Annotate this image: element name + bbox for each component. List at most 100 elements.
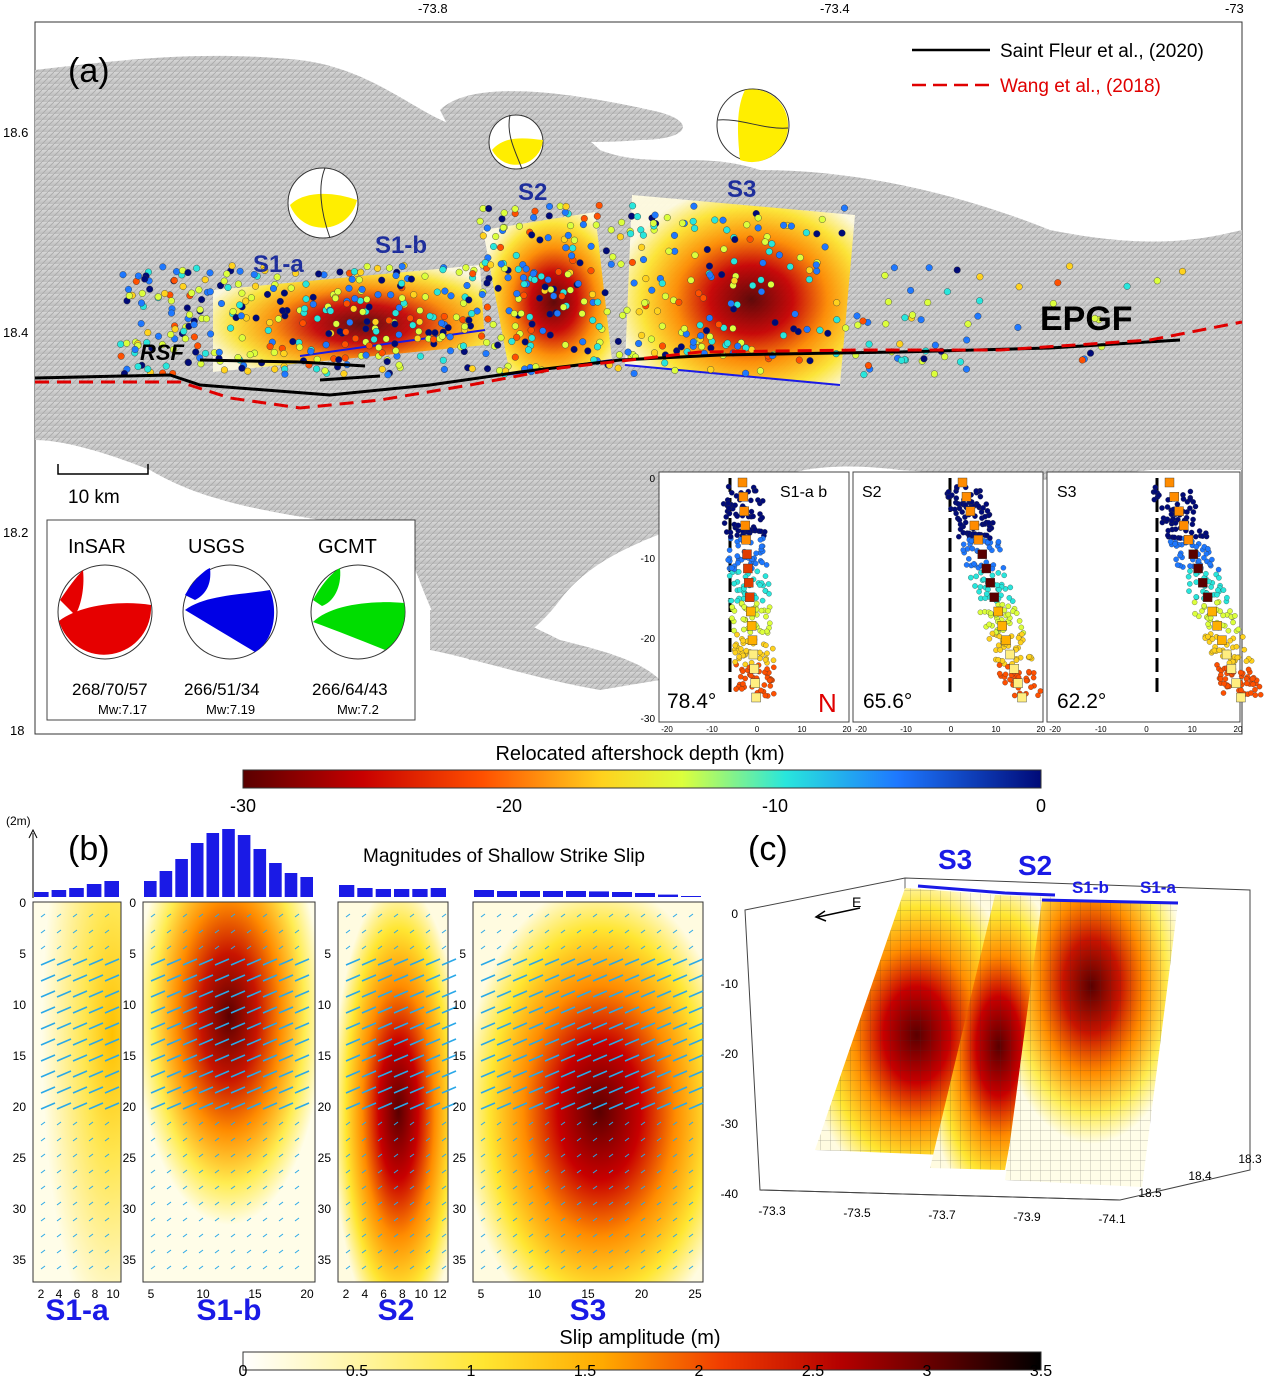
profile-slip-square bbox=[1221, 649, 1232, 660]
slip-vector bbox=[214, 1137, 220, 1142]
profile-slip-square bbox=[1217, 635, 1227, 645]
slip-vector bbox=[496, 1153, 502, 1158]
slip-vector bbox=[656, 1054, 672, 1062]
slip-vector bbox=[40, 1038, 56, 1046]
depth-tick: 35 bbox=[123, 1253, 137, 1267]
aftershock-dot bbox=[696, 321, 704, 329]
slip-vector bbox=[262, 1022, 278, 1030]
aftershock-dot bbox=[494, 284, 502, 292]
aftershock-dot bbox=[838, 229, 846, 237]
slip-vector bbox=[512, 1169, 518, 1174]
aftershock-dot bbox=[374, 291, 382, 299]
aftershock-dot bbox=[440, 365, 448, 373]
slip-vector bbox=[361, 1070, 377, 1078]
slip-vector bbox=[393, 1086, 409, 1094]
aftershock-dot bbox=[415, 327, 423, 335]
profile-aftershock-dot bbox=[1249, 675, 1256, 682]
slip-vector bbox=[88, 1153, 94, 1158]
aftershock-dot bbox=[536, 236, 544, 244]
aftershock-dot bbox=[440, 313, 448, 321]
histogram-scale-arrow bbox=[28, 828, 38, 839]
profile-aftershock-dot bbox=[1205, 633, 1211, 640]
aftershock-dot bbox=[492, 232, 500, 240]
slip-vector bbox=[294, 1169, 300, 1174]
lon-tick: -73 bbox=[1225, 1, 1244, 16]
slip-vector bbox=[150, 1137, 156, 1142]
aftershock-dot bbox=[508, 337, 516, 345]
aftershock-dot bbox=[342, 328, 350, 336]
histogram-bar bbox=[681, 896, 701, 897]
slip-vector bbox=[88, 1054, 104, 1062]
aftershock-dot bbox=[504, 274, 512, 282]
slip-vector bbox=[512, 1153, 518, 1158]
slip-vector bbox=[544, 913, 550, 918]
aftershock-dot bbox=[901, 314, 909, 322]
aftershock-dot bbox=[794, 328, 802, 336]
profile-slip-square bbox=[1005, 649, 1015, 660]
slip-vector bbox=[624, 990, 640, 998]
slip-vector bbox=[560, 1038, 576, 1046]
aftershock-dot bbox=[421, 293, 429, 301]
profile-label-s1: S1-a b bbox=[780, 484, 827, 501]
profile-aftershock-dot bbox=[729, 604, 735, 610]
aftershock-dot bbox=[615, 351, 623, 359]
profile-slip-square bbox=[1226, 664, 1237, 674]
profile-aftershock-dot bbox=[985, 519, 992, 526]
profile-aftershock-dot bbox=[734, 532, 740, 538]
slip-vector bbox=[246, 945, 252, 950]
slip-vector bbox=[672, 1217, 678, 1222]
aftershock-dot bbox=[498, 215, 506, 223]
aftershock-dot bbox=[607, 260, 615, 268]
profile-aftershock-dot bbox=[980, 505, 986, 511]
slip-vector bbox=[608, 1006, 624, 1014]
slip-vector bbox=[393, 929, 399, 934]
histogram-bar bbox=[543, 891, 563, 897]
profile-aftershock-dot bbox=[1203, 530, 1209, 536]
aftershock-dot bbox=[279, 307, 287, 315]
slip-vector bbox=[560, 1102, 576, 1110]
aftershock-dot bbox=[630, 279, 638, 287]
slip-vector bbox=[345, 1137, 351, 1142]
slip-vector bbox=[166, 1201, 172, 1206]
profile-aftershock-dot bbox=[987, 535, 993, 541]
slip-vector bbox=[656, 1265, 662, 1270]
aftershock-dot bbox=[528, 334, 536, 342]
aftershock-dot bbox=[742, 344, 750, 352]
aftershock-dot bbox=[134, 363, 142, 371]
aftershock-dot bbox=[617, 260, 625, 268]
slip-vector bbox=[88, 945, 94, 950]
slip-vector bbox=[480, 913, 486, 918]
slip-vector bbox=[640, 1137, 646, 1142]
slip-vector bbox=[441, 913, 447, 918]
profile-aftershock-dot bbox=[1221, 680, 1227, 687]
panel-c: (c) S3 S2 S1-b S1-a E 0-10-20-30-40-73.3… bbox=[721, 830, 1262, 1226]
aftershock-dot bbox=[1178, 267, 1186, 275]
profile-slip-square bbox=[740, 520, 750, 531]
slip-vector bbox=[592, 1153, 598, 1158]
aftershock-dot bbox=[125, 292, 133, 300]
slip-vector bbox=[345, 1265, 351, 1270]
profile-aftershock-dot bbox=[997, 546, 1003, 553]
slip-vector bbox=[182, 1137, 188, 1142]
profile-aftershock-dot bbox=[955, 501, 962, 507]
slip-vector bbox=[278, 1121, 284, 1126]
aftershock-dot bbox=[439, 356, 447, 364]
profile-y-tick: -10 bbox=[641, 554, 656, 565]
histogram-bar bbox=[589, 891, 609, 897]
slip-vector bbox=[688, 1249, 694, 1254]
aftershock-dot bbox=[146, 285, 154, 293]
profile-aftershock-dot bbox=[1019, 631, 1025, 638]
slip-vector bbox=[624, 913, 630, 918]
slip-plane-s3 bbox=[625, 195, 855, 385]
aftershock-dot bbox=[302, 280, 310, 288]
aftershock-dot bbox=[190, 321, 198, 329]
profile-aftershock-dot bbox=[728, 597, 735, 604]
aftershock-dot bbox=[483, 279, 491, 287]
depth-tick: 15 bbox=[123, 1049, 137, 1063]
slip-vector bbox=[393, 1249, 399, 1254]
depth-tick: 10 bbox=[123, 998, 137, 1012]
depth-tick: 20 bbox=[123, 1100, 137, 1114]
aftershock-dot bbox=[689, 338, 697, 346]
slip-vector bbox=[246, 1070, 262, 1078]
